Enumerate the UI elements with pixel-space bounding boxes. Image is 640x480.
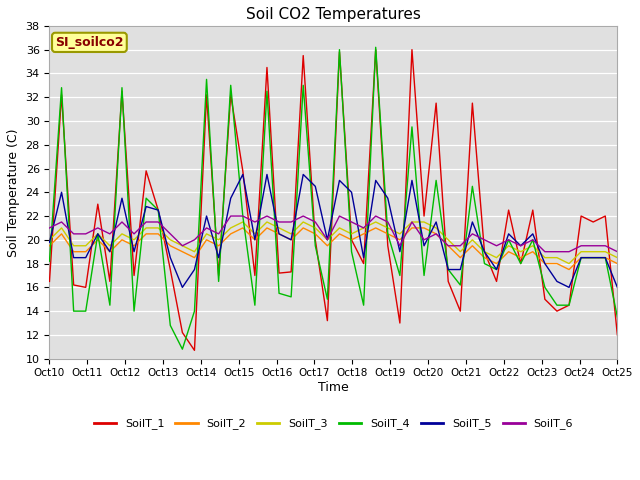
X-axis label: Time: Time bbox=[318, 381, 349, 394]
Text: SI_soilco2: SI_soilco2 bbox=[55, 36, 124, 49]
Y-axis label: Soil Temperature (C): Soil Temperature (C) bbox=[7, 128, 20, 256]
Legend: SoilT_1, SoilT_2, SoilT_3, SoilT_4, SoilT_5, SoilT_6: SoilT_1, SoilT_2, SoilT_3, SoilT_4, Soil… bbox=[89, 414, 578, 434]
Title: Soil CO2 Temperatures: Soil CO2 Temperatures bbox=[246, 7, 421, 22]
